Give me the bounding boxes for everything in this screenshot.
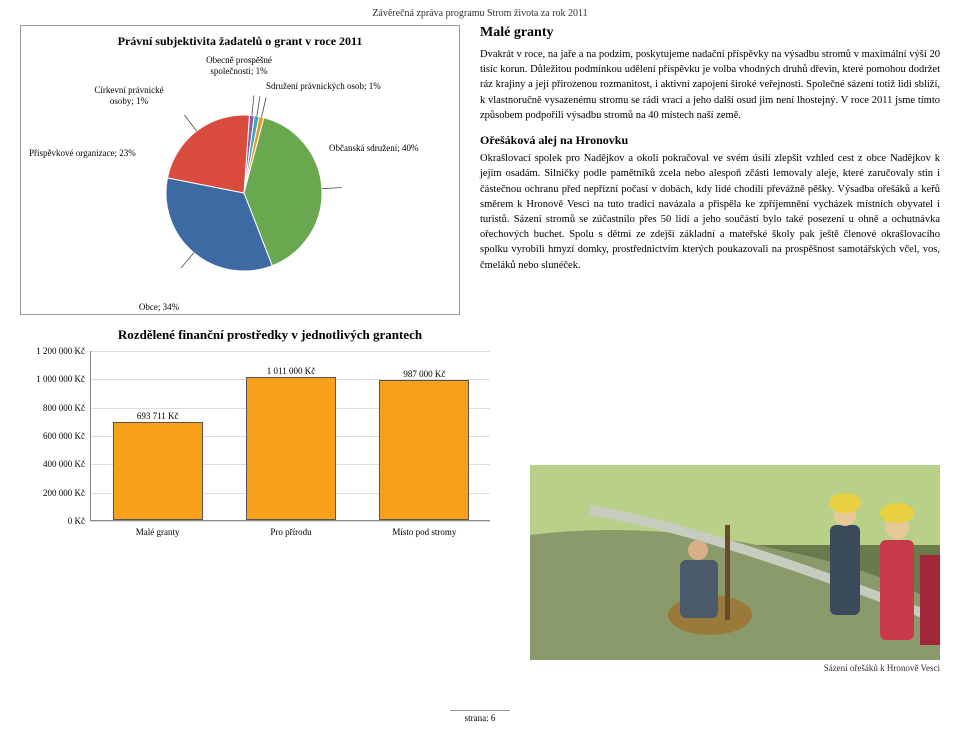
bar — [113, 422, 203, 520]
grid-line — [91, 521, 490, 522]
pie-chart: Občanská sdružení; 40% Obce; 34% Příspěv… — [29, 53, 451, 313]
photo-svg — [530, 465, 940, 660]
pie-label-cirkevni: Církevní právnické osoby; 1% — [84, 85, 174, 107]
bar-x-label: Pro přírodu — [231, 527, 351, 537]
footer-divider — [450, 710, 510, 711]
photo-caption: Sázení ořešáků k Hronově Vesci — [530, 663, 940, 673]
bar-x-label: Místo pod stromy — [364, 527, 484, 537]
pie-label-obce: Obce; 34% — [129, 302, 189, 313]
y-axis-label: 400 000 Kč — [20, 459, 85, 469]
bar-chart: 0 Kč 200 000 Kč 400 000 Kč 600 000 Kč 800 00… — [20, 351, 520, 551]
bar-chart-title: Rozdělené finanční prostředky v jednotli… — [60, 327, 480, 343]
pie-label-obecne: Obecně prospěšné společnosti; 1% — [194, 55, 284, 77]
paragraph-2: Okrašlovací spolek pro Nadějkov a okolí … — [480, 151, 940, 273]
photo-placeholder — [530, 465, 940, 660]
paragraph-1: Dvakrát v roce, na jaře a na podzim, pos… — [480, 47, 940, 123]
photo-block: Sázení ořešáků k Hronově Vesci — [530, 465, 940, 673]
bar-value-label: 1 011 000 Kč — [231, 366, 351, 376]
bar-plot-area: Malé granty693 711 KčPro přírodu1 011 00… — [90, 351, 490, 521]
subheading-oreskova: Ořešáková alej na Hronovku — [480, 133, 940, 148]
page-footer: strana: 6 — [0, 710, 960, 723]
grid-line — [91, 351, 490, 352]
pie-label-obcanska: Občanská sdružení; 40% — [329, 143, 449, 154]
pie-chart-title: Právní subjektivita žadatelů o grant v r… — [29, 34, 451, 49]
pie-label-sdruzeni: Sdružení právnických osob; 1% — [266, 81, 396, 92]
y-axis-label: 800 000 Kč — [20, 403, 85, 413]
bar — [379, 380, 469, 520]
bar — [246, 377, 336, 520]
page-header: Závěrečná zpráva programu Strom života z… — [0, 0, 960, 25]
y-axis-label: 1 000 000 Kč — [20, 374, 85, 384]
y-axis-label: 200 000 Kč — [20, 488, 85, 498]
left-column: Právní subjektivita žadatelů o grant v r… — [20, 25, 460, 315]
y-axis-label: 600 000 Kč — [20, 431, 85, 441]
bar-x-label: Malé granty — [98, 527, 218, 537]
right-column: Malé granty Dvakrát v roce, na jaře a na… — [480, 25, 940, 315]
bar-value-label: 693 711 Kč — [98, 411, 218, 421]
y-axis-label: 1 200 000 Kč — [20, 346, 85, 356]
bar-value-label: 987 000 Kč — [364, 369, 484, 379]
pie-label-prispevkove: Příspěvkové organizace; 23% — [29, 148, 139, 159]
pie-chart-box: Právní subjektivita žadatelů o grant v r… — [20, 25, 460, 315]
main-content: Právní subjektivita žadatelů o grant v r… — [0, 25, 960, 315]
section-title-male-granty: Malé granty — [480, 25, 940, 41]
y-axis-label: 0 Kč — [20, 516, 85, 526]
page-number: strana: 6 — [465, 713, 496, 723]
